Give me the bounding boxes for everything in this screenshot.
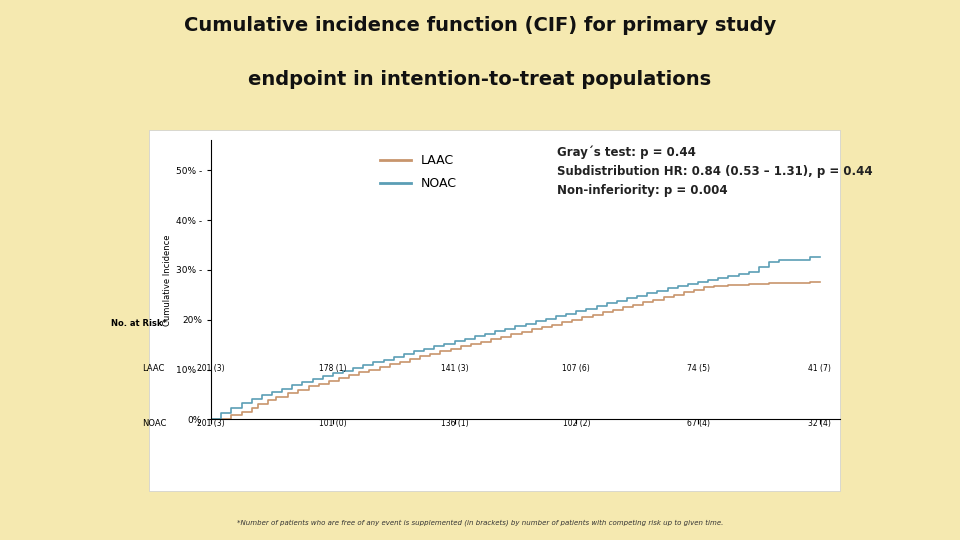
- Text: 102 (2): 102 (2): [563, 420, 590, 428]
- Text: 67 (4): 67 (4): [686, 420, 709, 428]
- NOAC: [408, 348, 420, 354]
- Text: 201 (3): 201 (3): [198, 363, 225, 373]
- Text: Gray´s test: p = 0.44
Subdistribution HR: 0.84 (0.53 – 1.31), p = 0.44
Non-infer: Gray´s test: p = 0.44 Subdistribution HR…: [557, 146, 873, 198]
- LAAC: [226, 412, 237, 418]
- Text: 41 (7): 41 (7): [808, 363, 831, 373]
- Line: LAAC: LAAC: [211, 282, 820, 420]
- Text: 141 (3): 141 (3): [441, 363, 468, 373]
- Text: endpoint in intention-to-treat populations: endpoint in intention-to-treat populatio…: [249, 70, 711, 89]
- NOAC: [205, 416, 217, 423]
- LAAC: [804, 279, 815, 286]
- LAAC: [577, 314, 588, 321]
- LAAC: [557, 319, 568, 326]
- Text: LAAC: LAAC: [142, 363, 164, 373]
- NOAC: [581, 306, 592, 312]
- NOAC: [814, 254, 826, 261]
- Text: NOAC: NOAC: [142, 420, 166, 428]
- Text: 32 (4): 32 (4): [808, 420, 831, 428]
- NOAC: [804, 254, 815, 261]
- Text: 136 (1): 136 (1): [441, 420, 468, 428]
- LAAC: [415, 353, 426, 359]
- Text: Cumulative incidence function (CIF) for primary study: Cumulative incidence function (CIF) for …: [184, 16, 776, 35]
- Bar: [149, 130, 840, 491]
- Text: No. at Risk*: No. at Risk*: [110, 319, 167, 328]
- Text: 74 (5): 74 (5): [686, 363, 709, 373]
- LAAC: [526, 326, 538, 333]
- NOAC: [357, 362, 369, 368]
- LAAC: [637, 299, 649, 306]
- Text: 201 (3): 201 (3): [198, 420, 225, 428]
- LAAC: [205, 416, 217, 423]
- NOAC: [378, 356, 390, 363]
- NOAC: [307, 376, 319, 382]
- Text: 178 (1): 178 (1): [319, 363, 347, 373]
- Text: *Number of patients who are free of any event is supplemented (in brackets) by n: *Number of patients who are free of any …: [237, 520, 723, 526]
- Legend: LAAC, NOAC: LAAC, NOAC: [374, 150, 462, 195]
- LAAC: [814, 279, 826, 286]
- Y-axis label: Cumulative Incidence: Cumulative Incidence: [163, 234, 172, 326]
- Line: NOAC: NOAC: [211, 258, 820, 420]
- NOAC: [398, 351, 410, 357]
- Text: 101 (0): 101 (0): [319, 420, 347, 428]
- Text: 107 (6): 107 (6): [563, 363, 590, 373]
